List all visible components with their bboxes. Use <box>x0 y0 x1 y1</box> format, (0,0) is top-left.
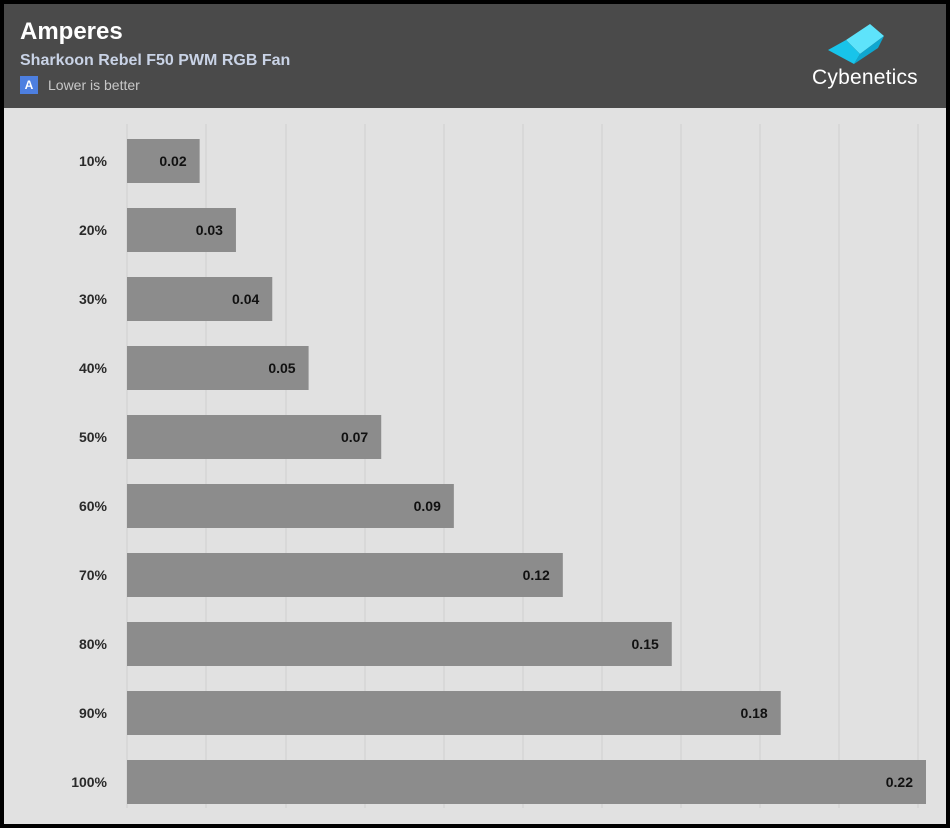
bar-20pct <box>127 208 236 252</box>
cube-logo-icon <box>828 24 884 64</box>
lower-is-better-note: Lower is better <box>48 77 140 93</box>
value-label: 0.05 <box>268 360 295 376</box>
value-label: 0.09 <box>414 498 441 514</box>
chart-subtitle: Sharkoon Rebel F50 PWM RGB Fan <box>20 52 291 69</box>
bar-30pct <box>127 277 273 321</box>
bar-70pct <box>127 553 563 597</box>
category-label: 30% <box>79 291 108 307</box>
bar-10pct <box>127 139 200 183</box>
value-label: 0.12 <box>523 567 550 583</box>
bar-100pct <box>127 760 926 804</box>
value-label: 0.02 <box>159 153 186 169</box>
category-label: 80% <box>79 636 108 652</box>
category-label: 40% <box>79 360 108 376</box>
value-label: 0.03 <box>196 222 223 238</box>
bar-chart: 10% 0.02 20% 0.03 30% 0.04 40% 0.05 50% 0.07 60% 0.… <box>71 124 926 808</box>
category-label: 70% <box>79 567 108 583</box>
value-label: 0.07 <box>341 429 368 445</box>
chart-header: Amperes Sharkoon Rebel F50 PWM RGB Fan A… <box>4 4 946 108</box>
chart-frame: Amperes Sharkoon Rebel F50 PWM RGB Fan A… <box>4 4 946 824</box>
badge-icon: A <box>20 76 38 94</box>
bar-50pct <box>127 415 382 459</box>
value-label: 0.15 <box>632 636 659 652</box>
bar-60pct <box>127 484 454 528</box>
value-label: 0.22 <box>886 774 913 790</box>
category-label: 20% <box>79 222 108 238</box>
value-label: 0.18 <box>740 705 767 721</box>
category-label: 90% <box>79 705 108 721</box>
category-label: 60% <box>79 498 108 514</box>
value-label: 0.04 <box>232 291 259 307</box>
category-label: 10% <box>79 153 108 169</box>
bar-40pct <box>127 346 309 390</box>
bar-80pct <box>127 622 672 666</box>
chart-title: Amperes <box>20 18 123 45</box>
logo-text: Cybenetics <box>812 66 918 89</box>
cybenetics-logo: Cybenetics <box>812 22 922 92</box>
bar-90pct <box>127 691 781 735</box>
category-label: 100% <box>71 774 107 790</box>
category-label: 50% <box>79 429 108 445</box>
